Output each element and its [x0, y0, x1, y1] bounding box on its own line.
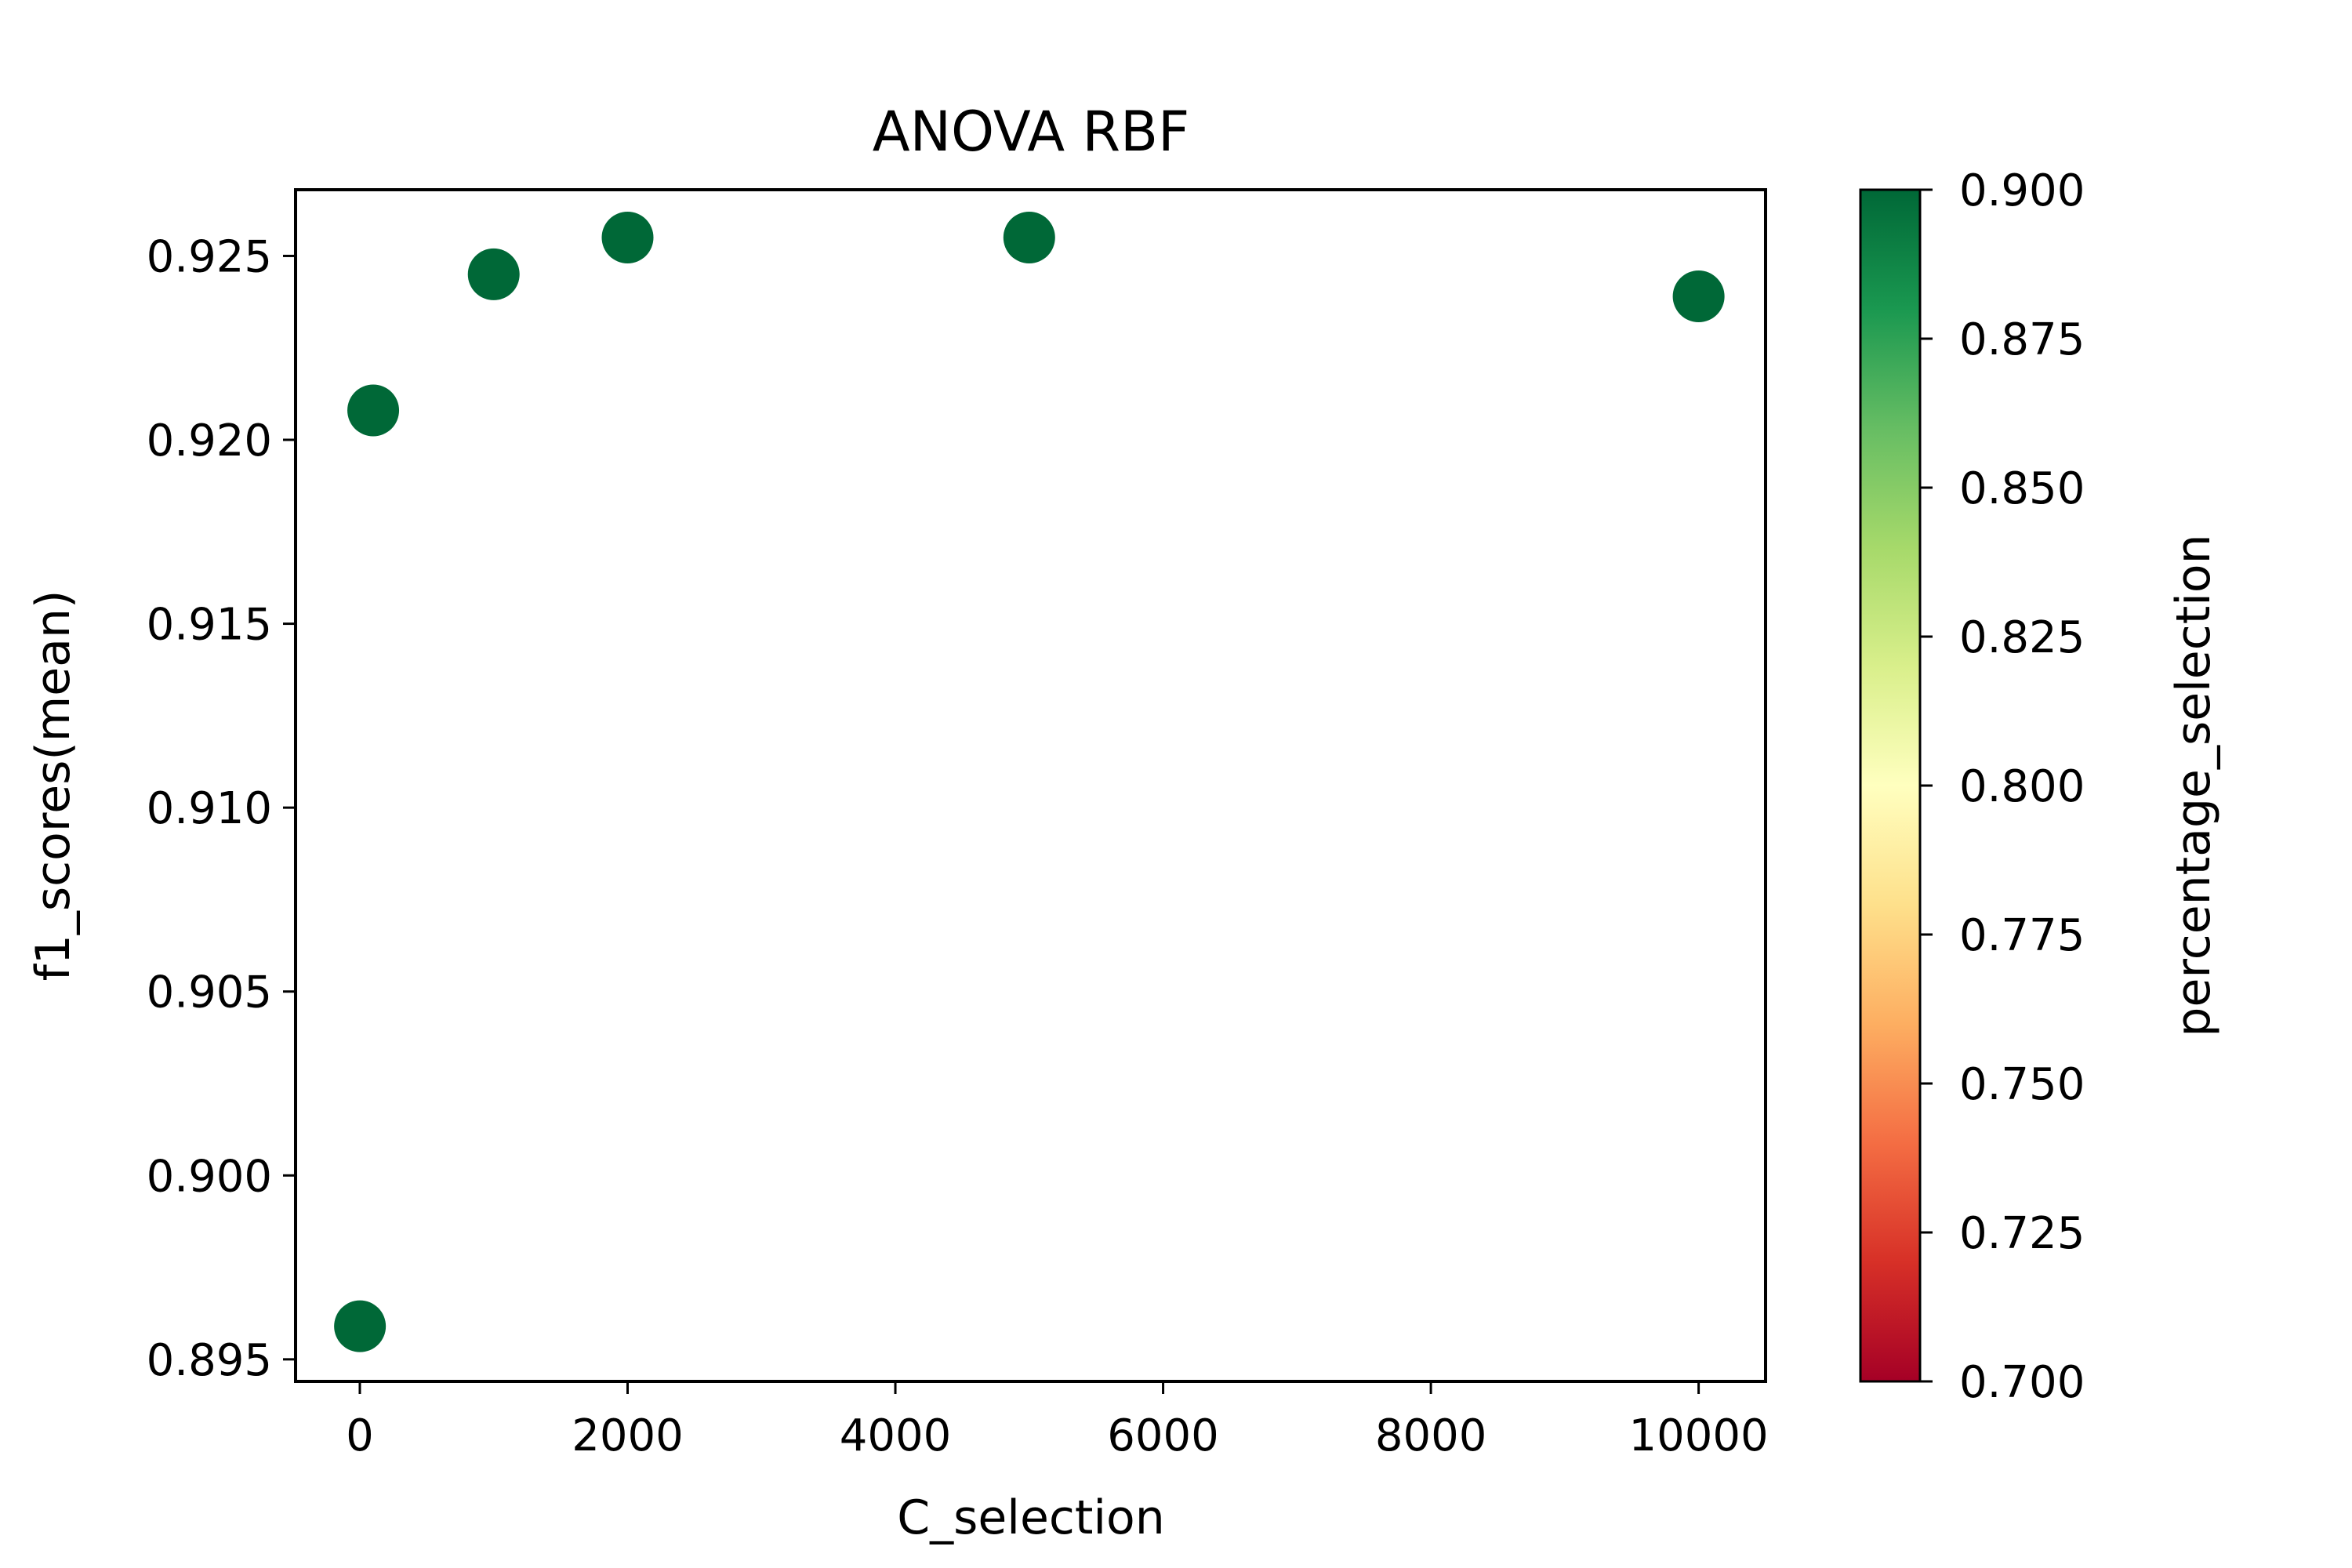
data-point: [334, 1300, 387, 1352]
colorbar-tick-label: 0.700: [1959, 1357, 2085, 1408]
y-tick-label: 0.895: [147, 1335, 272, 1386]
y-tick-label: 0.900: [147, 1151, 272, 1202]
y-tick-label: 0.925: [147, 231, 272, 282]
colorbar-tick-label: 0.800: [1959, 761, 2085, 812]
data-point: [347, 384, 400, 437]
x-axis: 0 2000 4000 6000 8000 10000: [346, 1381, 1769, 1461]
y-tick-label: 0.920: [147, 416, 272, 466]
x-tick-label: 2000: [572, 1410, 684, 1461]
y-tick-label: 0.915: [147, 600, 272, 651]
plot-frame: [294, 188, 1767, 1383]
x-tick-label: 0: [346, 1410, 374, 1461]
x-axis-label: C_selection: [897, 1490, 1165, 1545]
colorbar-tick-label: 0.750: [1959, 1059, 2085, 1110]
chart-title: ANOVA RBF: [873, 100, 1190, 164]
colorbar-tick-label: 0.825: [1959, 612, 2085, 663]
x-tick-label: 4000: [840, 1410, 952, 1461]
y-tick-label: 0.905: [147, 967, 272, 1018]
data-point: [467, 248, 520, 300]
data-point: [601, 211, 654, 263]
colorbar-tick-label: 0.850: [1959, 463, 2085, 514]
colorbar-axis: 0.700 0.725 0.750 0.775 0.800 0.825 0.850 0.875…: [1920, 165, 2085, 1408]
colorbar-label: percentage_selection: [2166, 534, 2221, 1036]
colorbar-tick-label: 0.725: [1959, 1208, 2085, 1259]
plot-area: [334, 211, 1725, 1352]
data-point: [1672, 270, 1725, 323]
colorbar-tick-label: 0.900: [1959, 165, 2085, 216]
x-tick-label: 10000: [1629, 1410, 1769, 1461]
colorbar: [1859, 188, 1922, 1383]
colorbar-tick-label: 0.875: [1959, 314, 2085, 365]
x-tick-label: 8000: [1375, 1410, 1487, 1461]
x-tick-label: 6000: [1107, 1410, 1219, 1461]
y-tick-label: 0.910: [147, 783, 272, 834]
y-axis-label: f1_scores(mean): [26, 590, 81, 982]
data-point: [1003, 211, 1055, 263]
y-axis: 0.895 0.900 0.905 0.910 0.915 0.920 0.925: [147, 231, 296, 1386]
colorbar-tick-label: 0.775: [1959, 910, 2085, 961]
